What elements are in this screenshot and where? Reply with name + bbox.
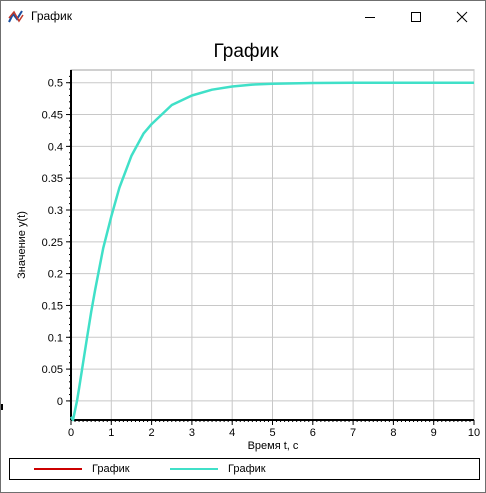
title-bar[interactable]: График — [1, 1, 485, 32]
line-chart: График 0 0.05 0.1 0.15 0.2 0.25 0.3 0.35 0.4 0.45… — [16, 41, 480, 452]
chart-icon — [8, 10, 24, 23]
x-tick-label: 8 — [390, 427, 396, 439]
legend: График График — [9, 458, 480, 480]
y-tick-label: 0.5 — [48, 78, 63, 90]
series-line — [69, 81, 474, 422]
x-tick-label: 6 — [310, 427, 316, 439]
minimize-button[interactable] — [347, 1, 393, 32]
x-tick-label: 7 — [350, 427, 356, 439]
minimize-icon — [365, 17, 375, 18]
x-tick-label: 0 — [68, 427, 74, 439]
y-tick-label: 0.3 — [48, 205, 63, 217]
y-axis-label: Значение y(t) — [16, 211, 28, 279]
close-button[interactable] — [439, 1, 485, 32]
y-tick-label: 0.35 — [42, 173, 63, 185]
chart-title: График — [214, 41, 280, 62]
y-tick-label: 0 — [57, 396, 63, 408]
close-icon — [456, 11, 468, 23]
x-axis-label: Время t, с — [248, 440, 299, 452]
x-tick-label: 3 — [189, 427, 195, 439]
y-tick-label: 0.1 — [48, 332, 63, 344]
legend-label: График — [92, 463, 130, 475]
maximize-icon — [411, 12, 421, 22]
x-tick-label: 2 — [149, 427, 155, 439]
y-tick-label: 0.25 — [42, 237, 63, 249]
x-tick-label: 5 — [269, 427, 275, 439]
y-tick-label: 0.05 — [42, 364, 63, 376]
legend-swatch — [34, 468, 82, 470]
x-tick-label: 4 — [229, 427, 235, 439]
window-edge-mark — [1, 404, 3, 410]
y-tick-label: 0.4 — [48, 141, 63, 153]
legend-label: График — [228, 463, 266, 475]
window-title: График — [31, 9, 72, 23]
x-tick-label: 9 — [431, 427, 437, 439]
x-tick-label: 10 — [468, 427, 480, 439]
maximize-button[interactable] — [393, 1, 439, 32]
x-tick-label: 1 — [108, 427, 114, 439]
y-tick-label: 0.15 — [42, 300, 63, 312]
y-tick-label: 0.45 — [42, 110, 63, 122]
y-tick-label: 0.2 — [48, 269, 63, 281]
chart-area: График 0 0.05 0.1 0.15 0.2 0.25 0.3 0.35 0.4 0.45… — [1, 32, 485, 492]
legend-swatch — [170, 468, 218, 470]
